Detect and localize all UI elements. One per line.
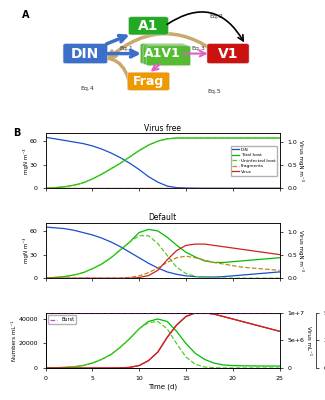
Y-axis label: Numbers mL⁻¹: Numbers mL⁻¹: [12, 320, 17, 361]
Text: A1: A1: [138, 19, 159, 33]
Text: B: B: [13, 128, 20, 138]
FancyBboxPatch shape: [140, 44, 185, 64]
Text: Eq.5: Eq.5: [207, 90, 221, 94]
FancyBboxPatch shape: [129, 17, 168, 35]
FancyBboxPatch shape: [127, 72, 170, 90]
Legend: DIN, Total host, Uninfected host, Fragments, Virus: DIN, Total host, Uninfected host, Fragme…: [230, 146, 277, 176]
FancyBboxPatch shape: [143, 45, 188, 64]
Text: DIN: DIN: [71, 46, 99, 60]
Y-axis label: Virus mgN m⁻³: Virus mgN m⁻³: [298, 140, 304, 181]
Text: Eq.3: Eq.3: [192, 46, 206, 51]
Legend: Burst: Burst: [48, 315, 76, 324]
FancyBboxPatch shape: [207, 44, 249, 64]
Title: Virus free: Virus free: [144, 124, 181, 132]
Y-axis label: Virus mL⁻¹: Virus mL⁻¹: [306, 326, 310, 355]
Y-axis label: mgN m⁻³: mgN m⁻³: [23, 148, 29, 174]
Text: Eq.2: Eq.2: [209, 14, 223, 19]
Text: A1V1: A1V1: [144, 47, 181, 60]
X-axis label: Time (d): Time (d): [148, 384, 177, 390]
Text: V1: V1: [218, 46, 238, 60]
Text: Frag: Frag: [133, 75, 164, 88]
Y-axis label: mgN m⁻³: mgN m⁻³: [23, 238, 29, 263]
FancyBboxPatch shape: [146, 46, 190, 66]
Y-axis label: Virus mgN m⁻³: Virus mgN m⁻³: [298, 230, 304, 271]
FancyBboxPatch shape: [63, 44, 108, 64]
Text: A: A: [22, 10, 30, 20]
Title: Default: Default: [149, 213, 176, 222]
Text: Eq.4: Eq.4: [81, 86, 95, 91]
Text: Eq.1: Eq.1: [119, 46, 133, 51]
